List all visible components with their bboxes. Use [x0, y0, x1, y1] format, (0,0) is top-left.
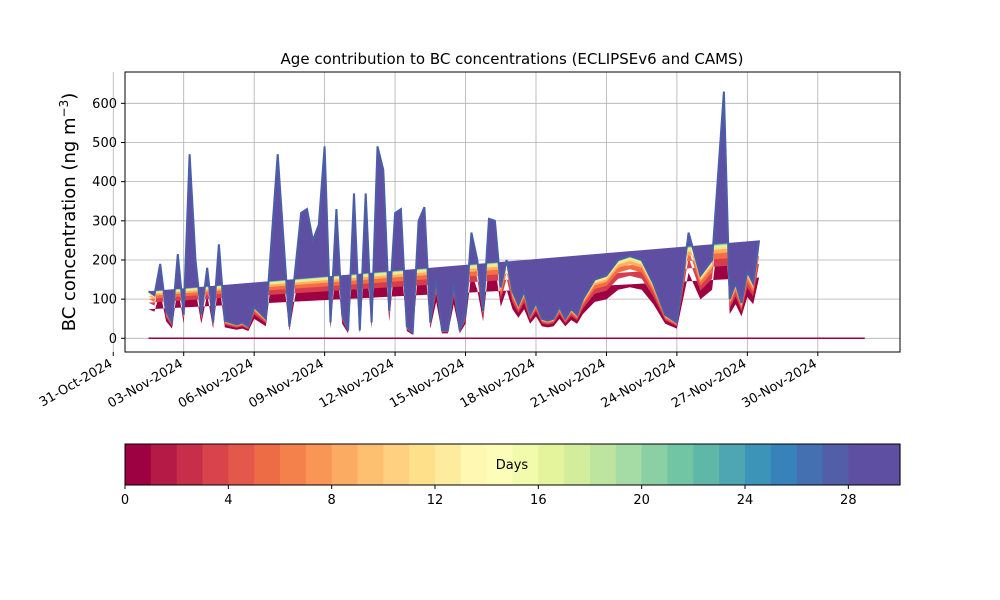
colorbar-cell — [254, 444, 281, 485]
age-layer-area — [148, 185, 760, 335]
y-axis-label-text: BC concentration (ng m — [59, 117, 80, 331]
colorbar-cell — [693, 444, 720, 485]
colorbar-cell — [745, 444, 772, 485]
x-tick-label: 09-Nov-2024 — [246, 356, 326, 411]
colorbar-cell — [667, 444, 694, 485]
colorbar-cell — [538, 444, 565, 485]
chart-title: Age contribution to BC concentrations (E… — [281, 50, 744, 68]
colorbar-cell — [460, 444, 488, 485]
colorbar-cell — [848, 444, 875, 485]
x-tick-label: 31-Oct-2024 — [37, 356, 115, 410]
colorbar-cell — [486, 444, 514, 485]
colorbar-border — [124, 443, 901, 486]
y-tick-label: 300 — [92, 214, 117, 229]
colorbar-cell — [564, 444, 591, 485]
y-tick-label: 100 — [92, 293, 117, 308]
age-layer-area — [148, 91, 760, 333]
y-tick-label: 0 — [109, 332, 117, 347]
x-tick-label: 27-Nov-2024 — [669, 356, 749, 411]
colorbar-cell — [512, 444, 539, 485]
y-tick-label: 400 — [92, 175, 117, 190]
colorbar-cell — [822, 444, 849, 485]
colorbar-cell — [770, 444, 798, 485]
colorbar-tick-label: 4 — [224, 493, 232, 508]
y-axis-label: BC concentration (ng m−3) — [57, 93, 80, 332]
x-tick-label: 21-Nov-2024 — [528, 356, 608, 411]
colorbar-cell — [280, 444, 307, 485]
x-tick-label: 12-Nov-2024 — [317, 356, 397, 411]
colorbar-cell — [719, 444, 746, 485]
colorbar-cell — [796, 444, 824, 485]
colorbar-cell — [435, 444, 462, 485]
colorbar-tick-label: 0 — [121, 493, 129, 508]
colorbar-cell — [331, 444, 359, 485]
y-tick-label: 200 — [92, 253, 117, 268]
colorbar-label: Days — [496, 458, 529, 473]
colorbar-ticks: 0 4 8 12 16 20 24 28 — [121, 485, 857, 508]
colorbar-cell — [409, 444, 436, 485]
x-tick-label: 03-Nov-2024 — [105, 356, 185, 411]
plot-area: 0 100 200 300 400 500 600 31-Oct-202403-Nov-20… — [37, 71, 901, 411]
colorbar-tick-label: 24 — [737, 493, 754, 508]
colorbar-cell — [383, 444, 410, 485]
y-tick-label: 500 — [92, 136, 117, 151]
colorbar-cell — [641, 444, 669, 485]
colorbar-cell — [305, 444, 333, 485]
colorbar-cell — [228, 444, 255, 485]
x-tick-label: 30-Nov-2024 — [740, 356, 820, 411]
colorbar: Days 0 4 8 12 16 20 24 28 — [121, 443, 901, 508]
total-concentration-line — [147, 91, 761, 335]
y-axis-label-close: ) — [59, 93, 80, 100]
x-tick-label: 15-Nov-2024 — [387, 356, 467, 411]
plot-border — [124, 71, 901, 353]
colorbar-tick-label: 16 — [530, 493, 547, 508]
colorbar-tick-label: 8 — [328, 493, 336, 508]
colorbar-cell — [357, 444, 384, 485]
x-tick-label: 18-Nov-2024 — [458, 356, 538, 411]
colorbar-cell — [176, 444, 204, 485]
colorbar-cell — [202, 444, 229, 485]
colorbar-cell — [125, 444, 152, 485]
x-tick-label: 24-Nov-2024 — [599, 356, 679, 411]
colorbar-cells — [125, 444, 901, 485]
y-axis-label-sup: −3 — [57, 100, 71, 118]
colorbar-tick-label: 20 — [633, 493, 650, 508]
colorbar-cell — [150, 444, 178, 485]
x-tick-label: 06-Nov-2024 — [176, 356, 256, 411]
x-axis-ticks: 31-Oct-202403-Nov-202406-Nov-202409-Nov-… — [37, 352, 820, 411]
y-axis-ticks: 0 100 200 300 400 500 600 — [92, 97, 125, 347]
y-tick-label: 600 — [92, 97, 117, 112]
colorbar-cell — [615, 444, 643, 485]
colorbar-tick-label: 28 — [840, 493, 857, 508]
colorbar-cell — [590, 444, 617, 485]
colorbar-cell — [874, 444, 901, 485]
colorbar-tick-label: 12 — [427, 493, 444, 508]
